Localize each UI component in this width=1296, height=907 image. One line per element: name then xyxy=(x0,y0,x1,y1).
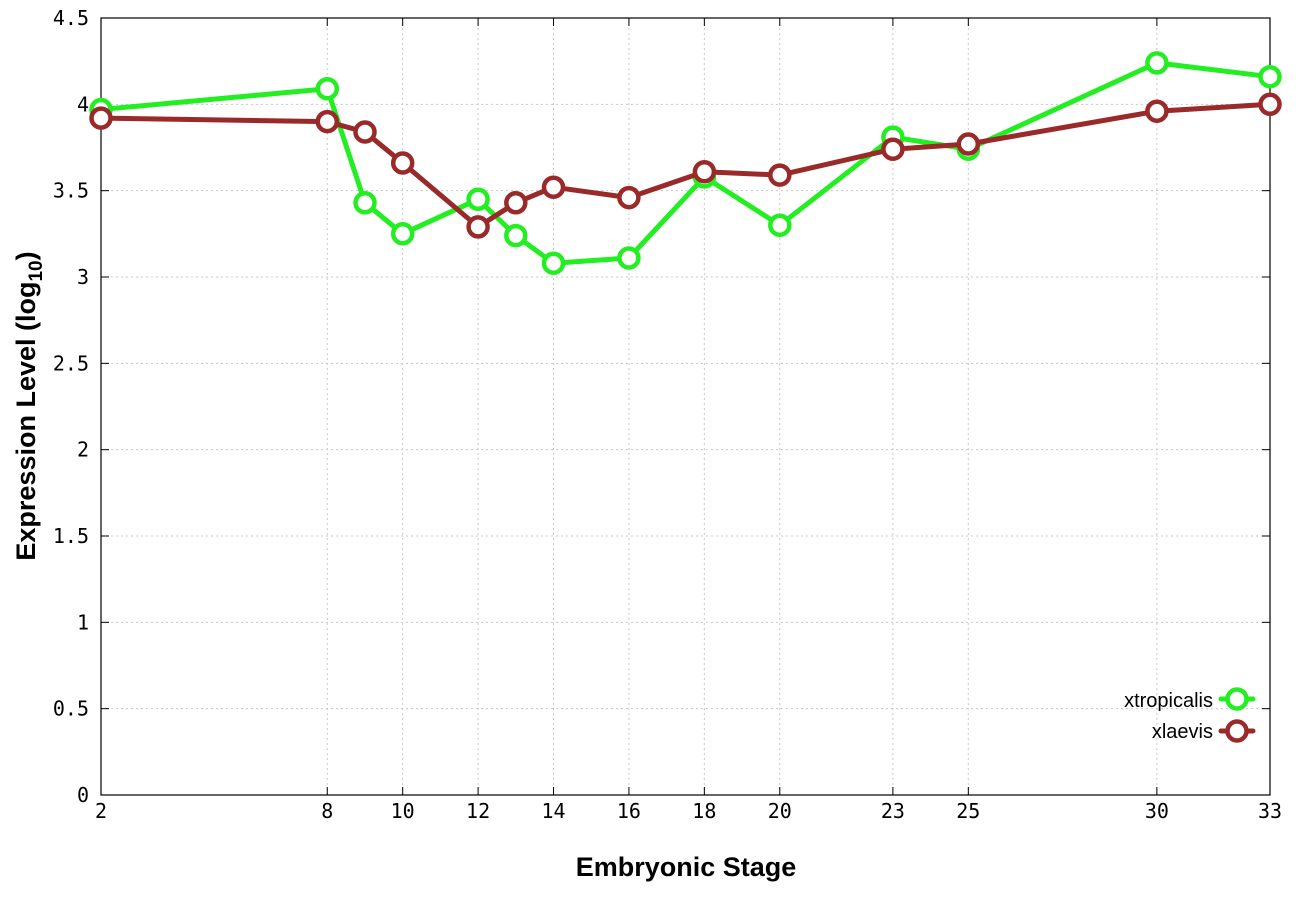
data-point-xlaevis xyxy=(617,185,641,210)
series-group xyxy=(89,51,1282,275)
data-point-xlaevis xyxy=(768,163,792,187)
x-tick-label: 16 xyxy=(617,799,641,823)
x-tick-label: 33 xyxy=(1258,799,1282,823)
y-tick-label: 0 xyxy=(77,783,89,807)
data-point-xtropicalis xyxy=(353,191,377,215)
data-point-xlaevis xyxy=(89,106,113,130)
x-tick-label: 8 xyxy=(321,799,333,823)
y-tick-label: 3.5 xyxy=(53,179,89,203)
data-point-xlaevis xyxy=(315,109,340,134)
data-point-xlaevis xyxy=(692,159,717,184)
series-xtropicalis xyxy=(89,51,1282,275)
y-tick-label: 2 xyxy=(77,438,89,462)
legend-marker-xlaevis xyxy=(1225,719,1249,743)
x-tick-label: 20 xyxy=(768,799,792,823)
data-point-xlaevis xyxy=(541,175,566,199)
x-axis-title: Embryonic Stage xyxy=(576,852,797,882)
y-axis-title-subscript: 10 xyxy=(26,260,47,281)
data-point-xtropicalis xyxy=(768,213,792,237)
x-tick-label: 23 xyxy=(881,799,905,823)
data-point-xlaevis xyxy=(1145,99,1169,123)
data-point-xlaevis xyxy=(881,137,905,161)
data-point-xtropicalis xyxy=(541,251,566,275)
series-line-xtropicalis xyxy=(100,60,1271,266)
data-point-xlaevis xyxy=(1258,92,1282,117)
y-tick-label: 1 xyxy=(77,610,89,634)
x-tick-label: 30 xyxy=(1145,799,1169,823)
y-tick-label: 4 xyxy=(77,92,89,116)
axis-ticks: 0 0.5 1 1.5 2 2.5 3 3.5 4 4.5 2 8 10 12 14 16 18 20 23 25 30… xyxy=(53,6,1282,823)
data-point-xlaevis xyxy=(956,132,981,156)
data-point-xtropicalis xyxy=(1145,51,1169,75)
y-tick-label: 1.5 xyxy=(53,524,89,548)
legend-label-xlaevis: xlaevis xyxy=(1152,721,1213,743)
data-point-xlaevis xyxy=(466,215,490,239)
data-point-xlaevis xyxy=(353,120,377,144)
x-tick-label: 12 xyxy=(466,799,490,823)
x-tick-label: 10 xyxy=(391,799,415,823)
y-tick-label: 4.5 xyxy=(53,6,89,30)
y-tick-label: 2.5 xyxy=(53,351,89,375)
x-tick-label: 18 xyxy=(692,799,716,823)
x-tick-label: 14 xyxy=(541,799,565,823)
y-axis-title-main: Expression Level (log xyxy=(11,282,41,561)
y-tick-label: 3 xyxy=(77,265,89,289)
grid-lines xyxy=(101,18,1270,795)
y-axis-title: Expression Level (log10) xyxy=(11,251,47,560)
y-axis-title-close: ) xyxy=(11,251,41,260)
data-point-xtropicalis xyxy=(504,223,528,248)
data-point-xtropicalis xyxy=(390,222,415,246)
legend: xtropicalis xlaevis xyxy=(1124,687,1256,743)
data-point-xtropicalis xyxy=(617,246,641,270)
legend-marker-xtropicalis xyxy=(1225,687,1249,711)
data-point-xtropicalis xyxy=(1258,64,1282,89)
data-point-xtropicalis xyxy=(315,77,340,101)
series-line-xlaevis xyxy=(100,101,1271,230)
x-tick-label: 25 xyxy=(956,799,980,823)
x-tick-label: 2 xyxy=(95,799,107,823)
series-xlaevis xyxy=(89,92,1282,239)
y-tick-label: 0.5 xyxy=(53,697,89,721)
data-point-xlaevis xyxy=(390,151,415,175)
plot-frame xyxy=(100,17,1271,796)
legend-label-xtropicalis: xtropicalis xyxy=(1124,690,1213,712)
data-point-xlaevis xyxy=(504,191,528,215)
data-point-xtropicalis xyxy=(466,187,490,212)
